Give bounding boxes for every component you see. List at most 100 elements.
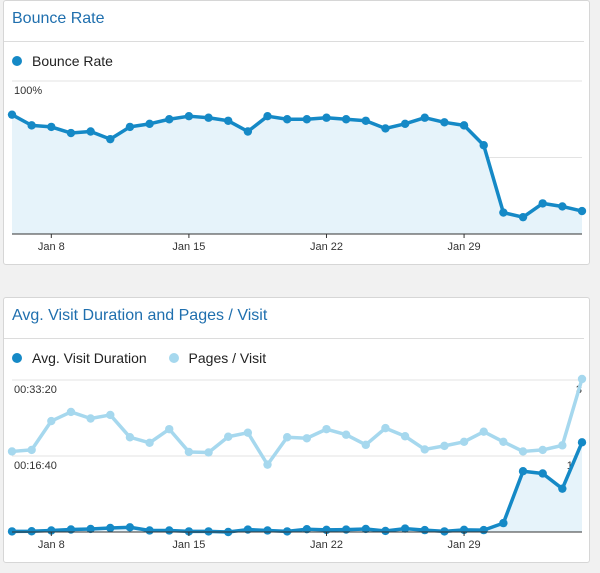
data-point bbox=[125, 122, 135, 132]
bounce-rate-panel: Bounce Rate Bounce Rate 100%50%Jan 8Jan … bbox=[3, 0, 590, 265]
avg-visit-duration-point bbox=[577, 438, 587, 447]
avg-visit-duration-point bbox=[125, 523, 135, 532]
data-point bbox=[165, 115, 174, 124]
data-point bbox=[322, 113, 331, 122]
pages-per-visit-point bbox=[459, 437, 469, 447]
pages-per-visit-point bbox=[518, 447, 528, 456]
legend-item-bounce-rate[interactable]: Bounce Rate bbox=[12, 53, 113, 69]
pages-per-visit-point bbox=[224, 432, 233, 441]
pages-per-visit-point bbox=[302, 434, 312, 443]
data-point bbox=[27, 121, 36, 130]
pages-per-visit-point bbox=[558, 441, 567, 450]
legend-label: Avg. Visit Duration bbox=[32, 350, 147, 366]
bounce-rate-legend: Bounce Rate bbox=[12, 53, 131, 69]
data-point bbox=[538, 199, 547, 208]
pages-per-visit-point bbox=[440, 441, 449, 451]
pages-per-visit-point bbox=[27, 445, 36, 455]
y-left-tick-label: 00:16:40 bbox=[14, 460, 57, 472]
avg-visit-duration-point bbox=[341, 525, 351, 534]
pages-per-visit-point bbox=[420, 445, 429, 454]
pages-per-visit-line bbox=[11, 378, 584, 467]
data-point bbox=[47, 122, 56, 132]
x-tick-label: Jan 29 bbox=[448, 241, 481, 253]
avg-visit-duration-point bbox=[361, 524, 370, 534]
title-divider bbox=[4, 41, 584, 42]
avg-visit-duration-point bbox=[86, 524, 95, 534]
data-point bbox=[86, 127, 95, 136]
pages-per-visit-point bbox=[125, 433, 135, 442]
legend-dot-icon bbox=[168, 353, 179, 363]
data-point bbox=[145, 119, 154, 129]
legend-label: Pages / Visit bbox=[188, 350, 267, 366]
pages-per-visit-point bbox=[243, 428, 253, 437]
data-point bbox=[577, 206, 587, 216]
avg-visit-duration-point bbox=[440, 527, 449, 536]
pages-per-visit-point bbox=[204, 448, 213, 457]
pages-per-visit-point bbox=[106, 410, 115, 420]
avg-visit-duration-point bbox=[282, 527, 292, 536]
avg-visit-duration-point bbox=[479, 525, 488, 535]
visit-duration-title: Avg. Visit Duration and Pages / Visit bbox=[12, 307, 268, 324]
avg-visit-duration-point bbox=[263, 526, 272, 535]
avg-visit-duration-point bbox=[184, 527, 194, 536]
avg-visit-duration-point bbox=[538, 469, 547, 478]
legend-item-pages-per-visit[interactable]: Pages / Visit bbox=[168, 350, 267, 366]
x-tick-label: Jan 15 bbox=[172, 539, 205, 551]
x-tick-label: Jan 8 bbox=[38, 539, 65, 551]
avg-visit-duration-point bbox=[499, 518, 508, 528]
avg-visit-duration-point bbox=[47, 526, 56, 535]
pages-per-visit-point bbox=[282, 433, 292, 442]
pages-per-visit-point bbox=[66, 407, 76, 417]
pages-per-visit-point bbox=[263, 460, 272, 469]
avg-visit-duration-point bbox=[145, 526, 154, 535]
data-point bbox=[518, 212, 528, 222]
data-point bbox=[459, 121, 469, 130]
x-tick-label: Jan 22 bbox=[310, 241, 343, 253]
legend-item-avg-visit-duration[interactable]: Avg. Visit Duration bbox=[12, 350, 147, 366]
pages-per-visit-point bbox=[499, 437, 508, 447]
data-point bbox=[558, 202, 567, 211]
data-point bbox=[204, 113, 213, 122]
data-point bbox=[499, 208, 508, 217]
pages-per-visit-point bbox=[538, 445, 547, 455]
pages-per-visit-point bbox=[479, 427, 488, 436]
series-area bbox=[12, 114, 582, 234]
avg-visit-duration-point bbox=[558, 484, 567, 493]
data-point bbox=[106, 134, 115, 144]
x-tick-label: Jan 22 bbox=[310, 539, 343, 551]
pages-per-visit-point bbox=[184, 447, 194, 457]
pages-per-visit-point bbox=[86, 414, 95, 423]
pages-per-visit-point bbox=[165, 424, 174, 434]
pages-per-visit-point bbox=[400, 432, 410, 441]
avg-visit-duration-point bbox=[243, 525, 253, 534]
data-point bbox=[263, 111, 272, 121]
data-point bbox=[361, 116, 370, 125]
data-point bbox=[479, 141, 488, 150]
data-point bbox=[302, 115, 312, 124]
avg-visit-duration-point bbox=[204, 527, 213, 536]
legend-dot-icon bbox=[12, 353, 22, 363]
data-point bbox=[224, 116, 233, 125]
avg-visit-duration-point bbox=[165, 526, 174, 535]
avg-visit-duration-point bbox=[518, 467, 528, 476]
visit-duration-legend: Avg. Visit Duration Pages / Visit bbox=[12, 350, 284, 366]
visit-duration-panel: Avg. Visit Duration and Pages / Visit Av… bbox=[3, 297, 590, 563]
data-point bbox=[420, 113, 429, 122]
data-point bbox=[282, 115, 292, 124]
avg-visit-duration-point bbox=[106, 523, 115, 533]
data-point bbox=[66, 128, 76, 138]
title-divider bbox=[4, 338, 584, 339]
y-tick-label: 100% bbox=[14, 85, 42, 97]
pages-per-visit-point bbox=[322, 424, 331, 434]
data-point bbox=[7, 110, 17, 119]
bounce-rate-title: Bounce Rate bbox=[12, 10, 105, 27]
pages-per-visit-point bbox=[341, 430, 351, 439]
series-area bbox=[12, 442, 582, 532]
x-tick-label: Jan 29 bbox=[448, 539, 481, 551]
pages-per-visit-point bbox=[577, 374, 587, 384]
pages-per-visit-point bbox=[381, 423, 390, 433]
legend-dot-icon bbox=[12, 56, 22, 66]
avg-visit-duration-point bbox=[420, 525, 429, 535]
